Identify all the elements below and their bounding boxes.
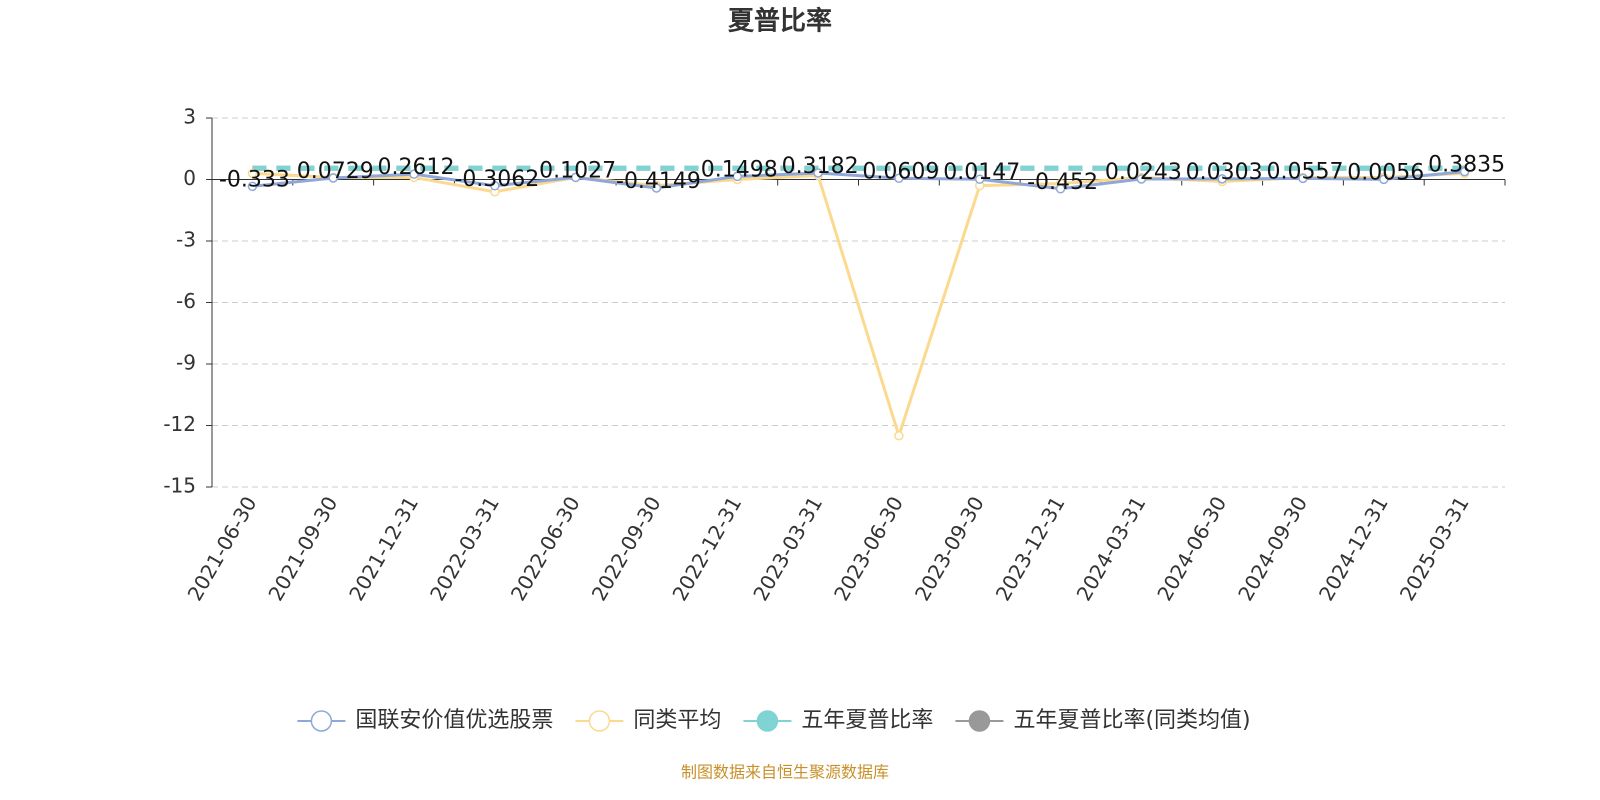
x-tick-label: 2022-09-30 (587, 492, 666, 605)
point (1379, 174, 1389, 185)
point (1055, 184, 1066, 194)
x-tick-label: 2024-06-30 (1152, 492, 1231, 605)
x-tick-label: 2023-09-30 (910, 492, 989, 605)
legend-marker (968, 710, 991, 732)
legend-label: 五年夏普比率(同类均值) (1013, 708, 1250, 733)
point (247, 168, 258, 179)
point (328, 173, 338, 183)
point (1217, 174, 1227, 184)
point (1136, 174, 1147, 184)
legend-item: 国联安价值优选股票 (297, 708, 553, 733)
x-tick-label: 2023-06-30 (829, 492, 908, 605)
x-tick-label: 2022-03-31 (425, 492, 504, 605)
data-label: 0.3182 (782, 154, 859, 179)
x-tick-label: 2025-03-31 (1395, 492, 1474, 605)
point (409, 169, 419, 179)
data-label: 0.3835 (1428, 153, 1505, 178)
legend-marker (756, 710, 779, 732)
point (813, 168, 823, 178)
data-label: 0.0056 (1347, 160, 1424, 185)
point (1298, 173, 1308, 184)
data-label: -0.452 (1027, 170, 1098, 195)
point (974, 174, 985, 184)
y-tick-label: -12 (163, 412, 196, 436)
legend-label: 同类平均 (633, 708, 721, 733)
chart-title: 夏普比率 (728, 6, 832, 37)
series-line (252, 170, 1465, 191)
series-line (252, 171, 1465, 441)
legend-label: 国联安价值优选股票 (355, 708, 553, 733)
y-tick-label: 0 (183, 166, 196, 190)
source-note: 制图数据来自恒生聚源数据库 (681, 763, 889, 782)
data-label: 0.0609 (862, 159, 939, 184)
y-tick-label: 3 (183, 105, 196, 129)
data-label: 0.1498 (701, 157, 778, 182)
data-label: 0.0729 (297, 159, 374, 184)
legend-item: 同类平均 (575, 708, 721, 733)
y-tick-label: -3 (176, 228, 196, 252)
data-label: 0.2612 (378, 155, 455, 180)
y-tick-label: -6 (176, 289, 196, 313)
point (732, 171, 743, 182)
data-label: 0.0147 (943, 160, 1020, 185)
point (247, 181, 258, 192)
legend-marker (588, 710, 611, 732)
y-tick-label: -15 (163, 474, 196, 498)
x-tick-label: 2022-12-31 (667, 492, 746, 605)
x-tick-label: 2024-09-30 (1233, 492, 1312, 605)
point (490, 181, 500, 191)
legend: 国联安价值优选股票 同类平均 五年夏普比率 五年夏普比率(同类均值) (297, 708, 1251, 733)
point (570, 172, 581, 183)
x-tick-label: 2021-09-30 (263, 492, 342, 605)
point (894, 173, 904, 184)
x-tick-label: 2024-12-31 (1314, 492, 1393, 605)
x-tick-label: 2021-12-31 (344, 492, 423, 605)
data-label: 0.1027 (539, 158, 616, 183)
x-tick-label: 2023-12-31 (991, 492, 1070, 605)
x-tick-label: 2021-06-30 (183, 492, 262, 605)
legend-item: 五年夏普比率 (743, 708, 933, 733)
legend-marker (310, 710, 333, 732)
point (1459, 166, 1470, 177)
legend-item: 五年夏普比率(同类均值) (955, 708, 1251, 733)
x-tick-label: 2022-06-30 (506, 492, 585, 605)
point (651, 183, 662, 193)
legend-label: 五年夏普比率 (801, 708, 933, 733)
x-tick-label: 2024-03-31 (1072, 492, 1151, 605)
y-tick-label: -9 (176, 351, 196, 375)
data-label: -0.4149 (616, 169, 701, 194)
data-label: 0.0557 (1266, 159, 1343, 184)
point (894, 431, 904, 441)
data-label: 0.0303 (1186, 160, 1263, 185)
data-label: -0.3062 (454, 167, 539, 192)
x-tick-label: 2023-03-31 (748, 492, 827, 605)
data-label: -0.333 (219, 167, 290, 192)
data-label: 0.0243 (1105, 160, 1182, 185)
